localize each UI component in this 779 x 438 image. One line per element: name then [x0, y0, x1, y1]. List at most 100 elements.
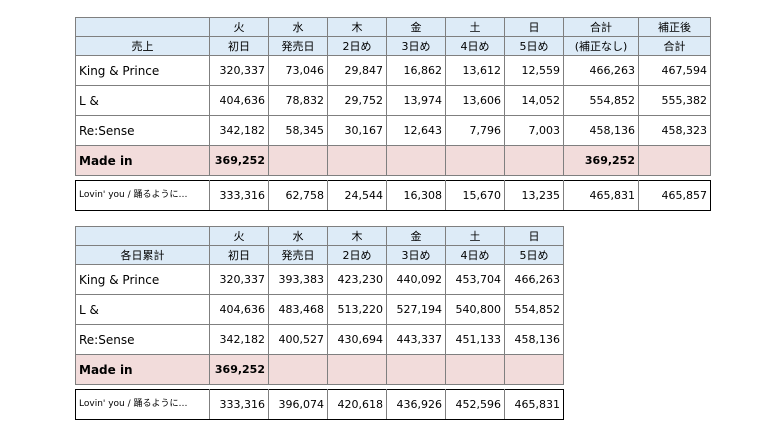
- value-cell: 7,003: [504, 115, 564, 146]
- value-cell: 73,046: [268, 55, 328, 86]
- subheader-row: 各日累計 初日 発売日 2日め 3日め 4日め 5日め: [75, 245, 564, 265]
- table-row: King & Prince 320,337 73,046 29,847 16,8…: [75, 55, 711, 86]
- empty-cell: [445, 145, 505, 176]
- value-cell: 12,559: [504, 55, 564, 86]
- value-cell: 12,643: [386, 115, 446, 146]
- value-cell: 333,316: [209, 389, 269, 420]
- row-name: Made in: [75, 145, 210, 176]
- empty-cell: [504, 354, 564, 385]
- value-cell: 13,235: [504, 180, 564, 211]
- day-header-row: 火 水 木 金 土 日: [75, 226, 564, 246]
- value-cell: 78,832: [268, 85, 328, 116]
- cumulative-table: 火 水 木 金 土 日 各日累計 初日 発売日 2日め 3日め 4日め 5日め …: [75, 226, 564, 420]
- value-cell: 62,758: [268, 180, 328, 211]
- subheader-cell: 3日め: [386, 245, 446, 265]
- row-name: Re:Sense: [75, 324, 210, 355]
- value-cell: 29,752: [327, 85, 387, 116]
- day-cell: 木: [327, 226, 387, 246]
- diagonal-cell: [638, 145, 711, 176]
- value-cell: 369,252: [563, 145, 639, 176]
- table-row: Lovin' you / 踊るように… 333,316 396,074 420,…: [75, 389, 564, 420]
- value-cell: 555,382: [638, 85, 711, 116]
- row-name: Re:Sense: [75, 115, 210, 146]
- empty-cell: [445, 354, 505, 385]
- value-cell: 452,596: [445, 389, 505, 420]
- row-name: King & Prince: [75, 264, 210, 295]
- value-cell: 527,194: [386, 294, 446, 325]
- value-cell: 14,052: [504, 85, 564, 116]
- subheader-cell: 合計: [638, 36, 711, 56]
- value-cell: 458,136: [563, 115, 639, 146]
- value-cell: 554,852: [563, 85, 639, 116]
- value-cell: 404,636: [209, 85, 269, 116]
- table-row: Lovin' you / 踊るように… 333,316 62,758 24,54…: [75, 180, 711, 211]
- highlight-row: Made in 369,252: [75, 354, 564, 385]
- subheader-cell: 4日め: [445, 36, 505, 56]
- day-cell: 金: [386, 226, 446, 246]
- value-cell: 540,800: [445, 294, 505, 325]
- value-cell: 465,831: [563, 180, 639, 211]
- empty-cell: [327, 145, 387, 176]
- value-cell: 30,167: [327, 115, 387, 146]
- table-row: King & Prince 320,337 393,383 423,230 44…: [75, 264, 564, 295]
- value-cell: 369,252: [209, 354, 269, 385]
- row-name: Made in: [75, 354, 210, 385]
- value-cell: 13,606: [445, 85, 505, 116]
- day-header-row: 火 水 木 金 土 日 合計 補正後: [75, 17, 711, 37]
- total-header: 合計: [563, 17, 639, 37]
- value-cell: 404,636: [209, 294, 269, 325]
- adjusted-header: 補正後: [638, 17, 711, 37]
- empty-cell: [268, 354, 328, 385]
- value-cell: 342,182: [209, 115, 269, 146]
- value-cell: 400,527: [268, 324, 328, 355]
- value-cell: 483,468: [268, 294, 328, 325]
- empty-cell: [504, 145, 564, 176]
- value-cell: 393,383: [268, 264, 328, 295]
- row-name: Lovin' you / 踊るように…: [75, 389, 210, 420]
- subheader-cell: 5日め: [504, 36, 564, 56]
- empty-cell: [268, 145, 328, 176]
- subheader-cell: 2日め: [327, 245, 387, 265]
- table-title: 売上: [75, 36, 210, 56]
- header-blank: [75, 17, 210, 37]
- subheader-cell: 4日め: [445, 245, 505, 265]
- value-cell: 320,337: [209, 264, 269, 295]
- day-cell: 金: [386, 17, 446, 37]
- value-cell: 466,263: [504, 264, 564, 295]
- subheader-cell: 5日め: [504, 245, 564, 265]
- subheader-cell: (補正なし): [563, 36, 639, 56]
- day-cell: 土: [445, 226, 505, 246]
- row-name: L &: [75, 85, 210, 116]
- day-cell: 火: [209, 226, 269, 246]
- table-title: 各日累計: [75, 245, 210, 265]
- table-row: Re:Sense 342,182 400,527 430,694 443,337…: [75, 324, 564, 355]
- day-cell: 土: [445, 17, 505, 37]
- value-cell: 320,337: [209, 55, 269, 86]
- day-cell: 水: [268, 226, 328, 246]
- row-name: L &: [75, 294, 210, 325]
- value-cell: 466,263: [563, 55, 639, 86]
- value-cell: 458,136: [504, 324, 564, 355]
- day-cell: 日: [504, 226, 564, 246]
- highlight-row: Made in 369,252 369,252: [75, 145, 711, 176]
- value-cell: 16,308: [386, 180, 446, 211]
- row-name: King & Prince: [75, 55, 210, 86]
- table-row: L & 404,636 78,832 29,752 13,974 13,606 …: [75, 85, 711, 116]
- subheader-cell: 初日: [209, 36, 269, 56]
- value-cell: 396,074: [268, 389, 328, 420]
- subheader-cell: 3日め: [386, 36, 446, 56]
- value-cell: 13,974: [386, 85, 446, 116]
- value-cell: 15,670: [445, 180, 505, 211]
- value-cell: 513,220: [327, 294, 387, 325]
- subheader-cell: 発売日: [268, 245, 328, 265]
- value-cell: 420,618: [327, 389, 387, 420]
- value-cell: 458,323: [638, 115, 711, 146]
- empty-cell: [386, 145, 446, 176]
- value-cell: 465,857: [638, 180, 711, 211]
- day-cell: 火: [209, 17, 269, 37]
- subheader-cell: 発売日: [268, 36, 328, 56]
- value-cell: 333,316: [209, 180, 269, 211]
- sales-table: 火 水 木 金 土 日 合計 補正後 売上 初日 発売日 2日め 3日め 4日め…: [75, 17, 711, 211]
- row-name: Lovin' you / 踊るように…: [75, 180, 210, 211]
- value-cell: 29,847: [327, 55, 387, 86]
